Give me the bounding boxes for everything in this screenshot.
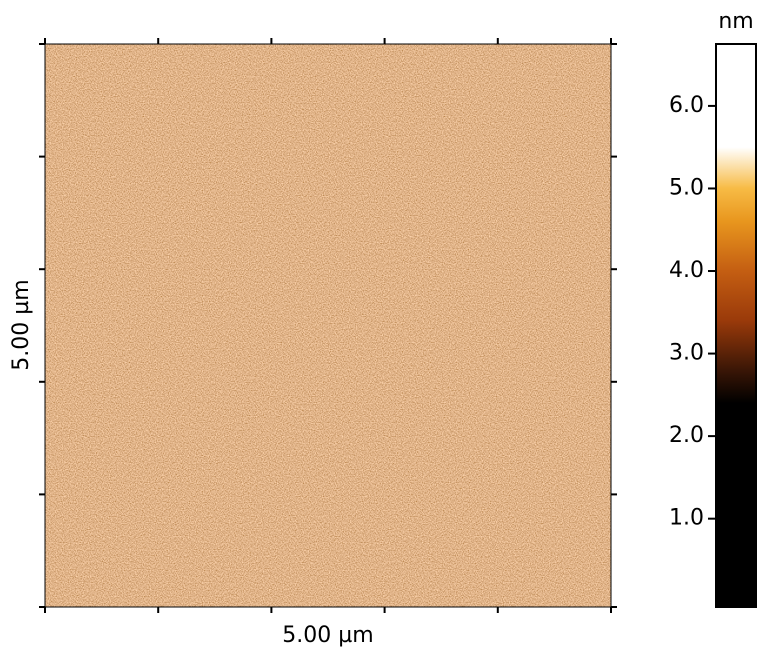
colorbar (715, 43, 757, 608)
colorbar-tick-label: 6.0 (669, 93, 704, 118)
x-axis-label: 5.00 µm (282, 623, 373, 648)
colorbar-tick-label: 1.0 (669, 506, 704, 531)
colorbar-label: nm (718, 9, 753, 34)
colorbar-tick-label: 2.0 (669, 423, 704, 448)
colorbar-tick-label: 3.0 (669, 341, 704, 366)
colorbar-tick-label: 4.0 (669, 258, 704, 283)
image-frame (44, 43, 612, 608)
afm-image-texture (45, 44, 611, 607)
colorbar-tick-label: 5.0 (669, 175, 704, 200)
y-axis-label: 5.00 µm (9, 279, 34, 370)
